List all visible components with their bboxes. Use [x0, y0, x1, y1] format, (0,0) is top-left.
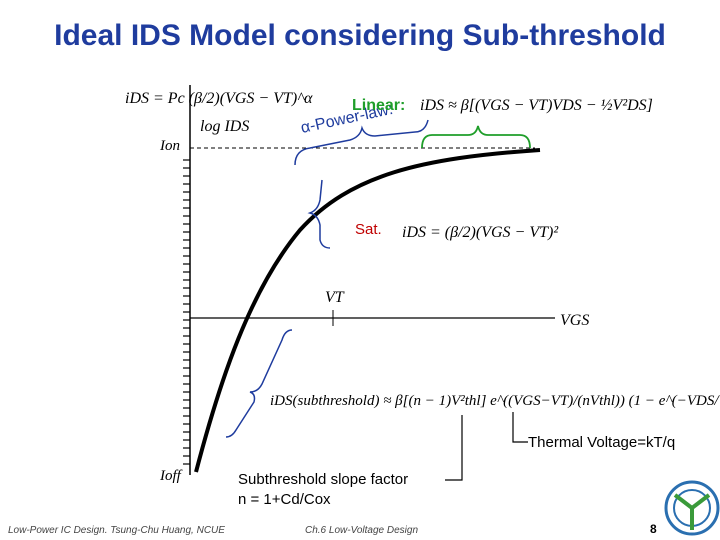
page-number: 8 — [650, 522, 657, 536]
linear-equation: iDS ≈ β[(VGS − VT)VDS − ½V²DS] — [420, 97, 653, 114]
saturation-equation: iDS = (β/2)(VGS − VT)² — [402, 224, 559, 241]
linear-brace — [421, 125, 531, 149]
slope-factor-callout — [445, 415, 463, 481]
logo — [664, 480, 720, 536]
linear-label: Linear: — [352, 97, 405, 114]
thermal-voltage-note: Thermal Voltage=kT/q — [528, 434, 675, 451]
slope-factor-formula: n = 1+Cd/Cox — [238, 491, 331, 508]
ion-label: Ion — [159, 138, 180, 154]
slope-factor-note: Subthreshold slope factor — [238, 471, 408, 488]
x-axis-label: VGS — [560, 312, 589, 329]
iv-curve — [194, 148, 541, 473]
footer-left: Low-Power IC Design. Tsung-Chu Huang, NC… — [8, 525, 225, 536]
thermal-voltage-callout — [512, 412, 528, 443]
vt-label: VT — [325, 289, 345, 306]
slide-title: Ideal IDS Model considering Sub-threshol… — [54, 19, 666, 52]
ioff-label: Ioff — [159, 468, 183, 484]
footer-center: Ch.6 Low-Voltage Design — [305, 525, 418, 536]
saturation-label: Sat. — [355, 221, 382, 238]
alpha-power-equation: iDS = Pc (β/2)(VGS − VT)^α — [125, 90, 313, 107]
alpha-brace — [294, 119, 429, 166]
y-axis-hatch — [183, 159, 190, 465]
y-axis-label: log IDS — [200, 118, 249, 135]
saturation-brace — [307, 179, 331, 249]
subthreshold-brace — [225, 329, 293, 438]
subthreshold-equation: iDS(subthreshold) ≈ β[(n − 1)V²thl] e^((… — [270, 393, 720, 409]
